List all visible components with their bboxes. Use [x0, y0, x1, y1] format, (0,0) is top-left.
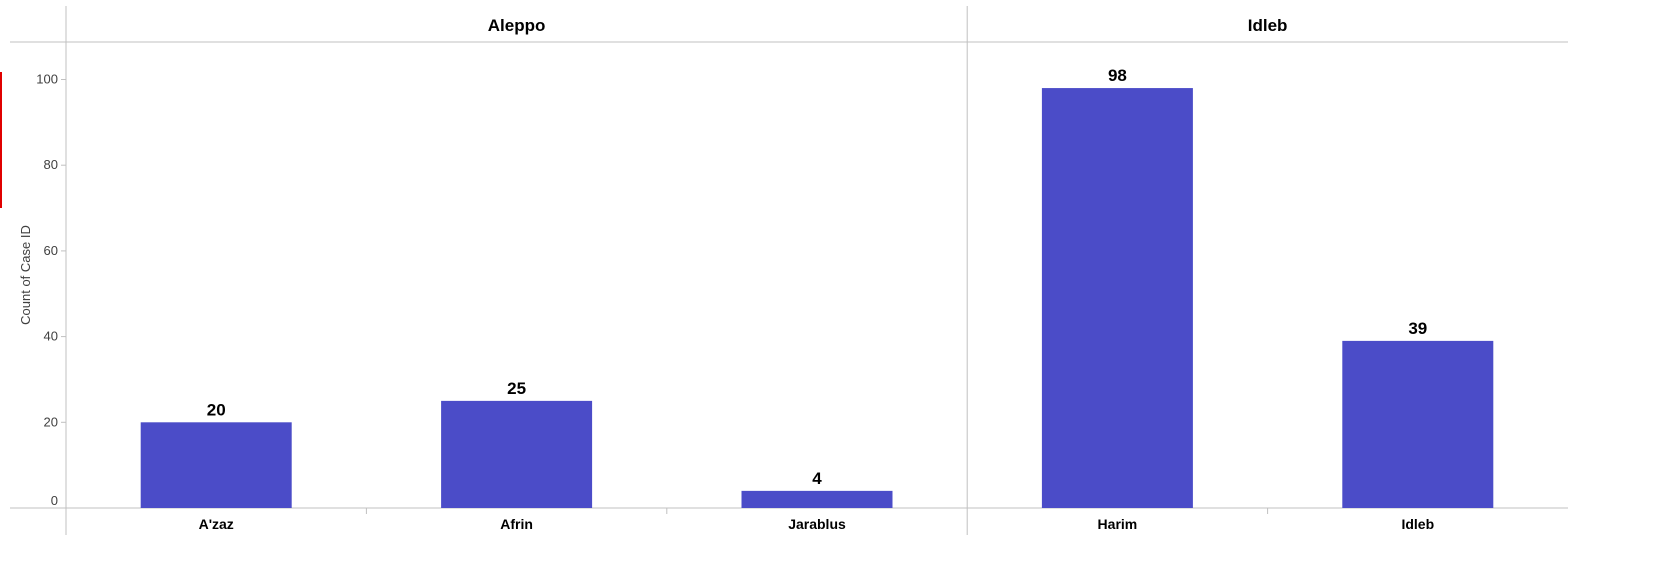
x-tick-label: Harim: [1098, 516, 1138, 532]
data-label: 4: [812, 469, 822, 488]
bars: [140, 88, 1494, 508]
data-label: 39: [1408, 319, 1427, 338]
y-tick-label: 0: [51, 493, 58, 508]
y-tick-label: 20: [44, 414, 58, 429]
x-tick-label: Idleb: [1401, 516, 1434, 532]
y-tick-label: 40: [44, 329, 58, 344]
y-tick-label: 60: [44, 243, 58, 258]
y-tick-label: 80: [44, 157, 58, 172]
x-tick-label: Afrin: [500, 516, 533, 532]
bar: [741, 490, 893, 508]
data-label: 25: [507, 379, 526, 398]
bar: [1041, 88, 1193, 508]
selection-marker: [0, 72, 2, 208]
panel-headers: Aleppo Idleb: [488, 16, 1288, 35]
y-axis-ticks: 0 20 40 60 80 100: [36, 72, 66, 509]
y-axis-title: Count of Case ID: [18, 225, 33, 325]
data-label: 98: [1108, 66, 1127, 85]
x-tick-label: Jarablus: [788, 516, 846, 532]
panel-label: Aleppo: [488, 16, 546, 35]
data-labels: 20 25 4 98 39: [207, 66, 1428, 488]
bar: [441, 400, 593, 508]
panel-label: Idleb: [1248, 16, 1288, 35]
x-tick-label: A'zaz: [199, 516, 234, 532]
bar: [140, 422, 292, 508]
data-label: 20: [207, 400, 226, 419]
category-labels: A'zaz Afrin Jarablus Harim Idleb: [199, 516, 1435, 532]
bar: [1342, 340, 1494, 508]
y-tick-label: 100: [36, 72, 58, 87]
